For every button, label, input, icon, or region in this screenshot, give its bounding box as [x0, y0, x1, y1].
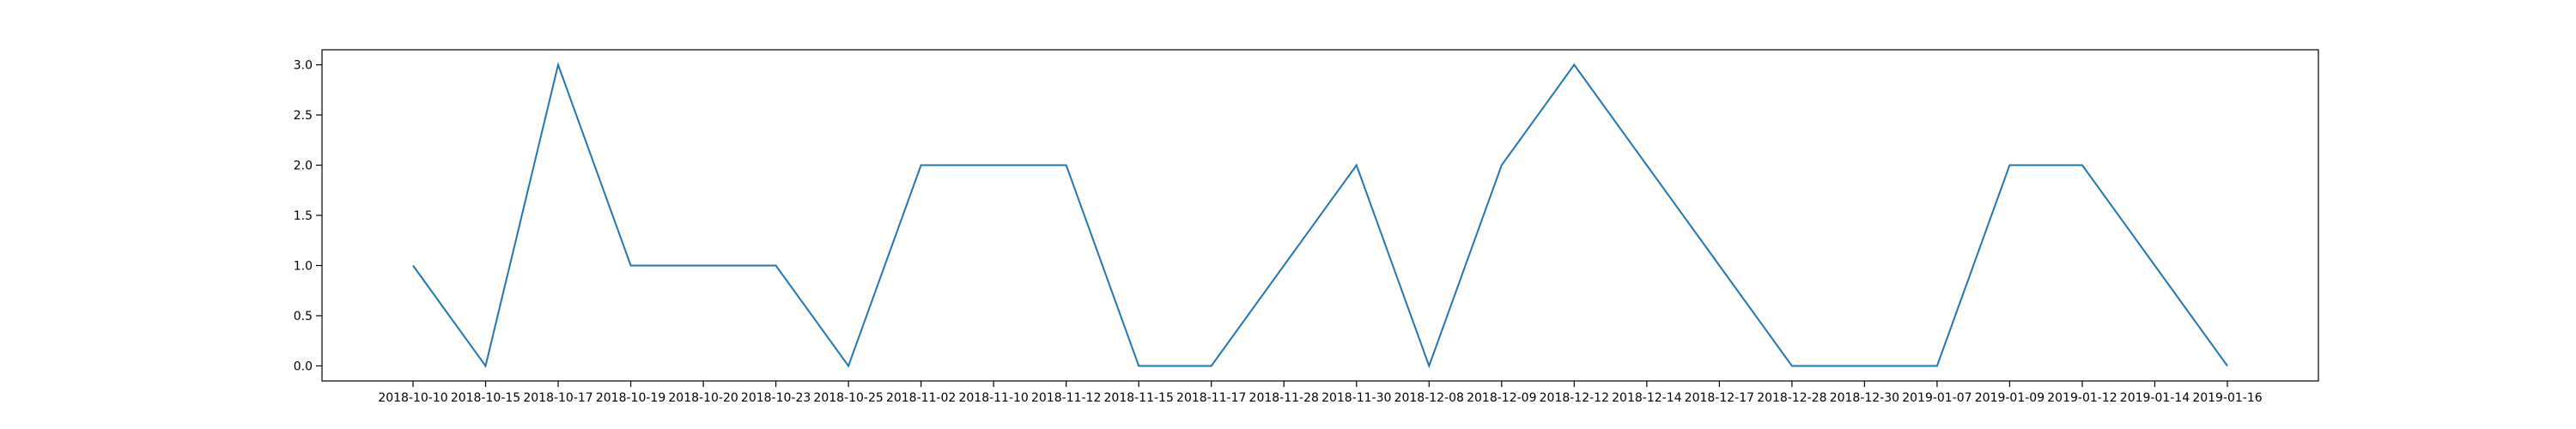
- x-tick-label: 2018-10-20: [668, 391, 738, 405]
- x-tick-label: 2018-10-15: [451, 391, 520, 405]
- x-tick-label: 2018-10-23: [741, 391, 811, 405]
- x-tick-label: 2019-01-14: [2120, 391, 2190, 405]
- y-axis: 0.0 0.5 1.0 1.5 2.0 2.5 3.0: [294, 59, 322, 373]
- x-tick-label: 2019-01-16: [2192, 391, 2262, 405]
- series-layer: [412, 62, 2228, 369]
- x-tick-label: 2019-01-12: [2047, 391, 2117, 405]
- x-tick-label: 2018-11-28: [1249, 391, 1319, 405]
- x-tick-label: 2018-11-17: [1176, 391, 1246, 405]
- y-tick-label: 1.5: [294, 209, 313, 223]
- x-tick-label: 2018-11-12: [1031, 391, 1101, 405]
- y-tick-label: 0.0: [294, 360, 313, 373]
- y-tick-label: 1.0: [294, 259, 313, 273]
- x-axis: 2018-10-10 2018-10-15 2018-10-17 2018-10-19…: [378, 381, 2263, 405]
- x-tick-label: 2018-10-25: [813, 391, 883, 405]
- x-tick-label: 2018-12-17: [1685, 391, 1754, 405]
- x-tick-label: 2018-11-02: [886, 391, 956, 405]
- y-tick-label: 2.0: [294, 160, 313, 173]
- x-tick-label: 2019-01-09: [1975, 391, 2044, 405]
- x-tick-label: 2018-10-17: [523, 391, 592, 405]
- x-tick-label: 2018-11-15: [1104, 391, 1174, 405]
- x-tick-label: 2018-12-12: [1540, 391, 1609, 405]
- x-tick-label: 2018-12-30: [1830, 391, 1899, 405]
- x-tick-label: 2018-12-28: [1757, 391, 1826, 405]
- x-tick-label: 2018-10-19: [596, 391, 665, 405]
- series-line: [412, 62, 2228, 369]
- x-tick-label: 2018-10-10: [378, 391, 447, 405]
- y-tick-label: 0.5: [294, 310, 313, 323]
- x-tick-label: 2018-11-30: [1321, 391, 1391, 405]
- x-tick-label: 2019-01-07: [1902, 391, 1971, 405]
- y-tick-label: 3.0: [294, 59, 313, 73]
- x-tick-label: 2018-12-09: [1467, 391, 1536, 405]
- y-tick-label: 2.5: [294, 109, 313, 123]
- x-tick-label: 2018-11-10: [958, 391, 1028, 405]
- x-tick-label: 2018-12-08: [1394, 391, 1464, 405]
- x-tick-label: 2018-12-14: [1612, 391, 1681, 405]
